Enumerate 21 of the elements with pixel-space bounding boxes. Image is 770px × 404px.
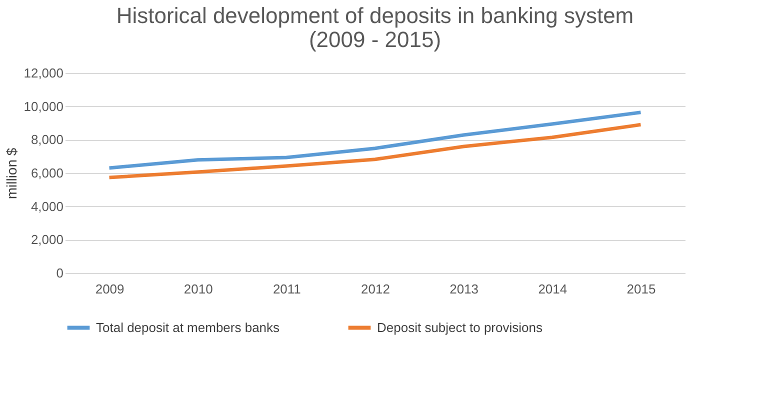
x-tick-label: 2010 xyxy=(184,282,213,296)
y-axis-title: million $ xyxy=(4,148,20,200)
x-tick-label: 2012 xyxy=(361,282,390,296)
y-tick-label: 8,000 xyxy=(30,132,64,148)
y-tick-label: 12,000 xyxy=(24,66,64,80)
x-tick-label: 2011 xyxy=(272,282,301,296)
y-tick-label: 2,000 xyxy=(30,232,64,248)
y-tick-label: 0 xyxy=(56,266,64,280)
legend-label: Deposit subject to provisions xyxy=(377,320,543,335)
x-tick-label: 2014 xyxy=(538,282,568,296)
x-tick-label: 2009 xyxy=(95,282,124,296)
legend-label: Total deposit at members banks xyxy=(96,320,280,335)
line-series xyxy=(108,122,642,180)
y-tick-label: 10,000 xyxy=(24,98,64,114)
line-series xyxy=(108,110,642,170)
y-tick-label: 6,000 xyxy=(30,166,64,180)
text: (2009 - 2015) xyxy=(308,27,442,52)
x-tick-label: 2013 xyxy=(450,282,479,296)
text: Historical development of deposits in banking system xyxy=(116,3,634,28)
y-tick-label: 4,000 xyxy=(30,198,64,214)
x-tick-label: 2015 xyxy=(626,282,656,296)
